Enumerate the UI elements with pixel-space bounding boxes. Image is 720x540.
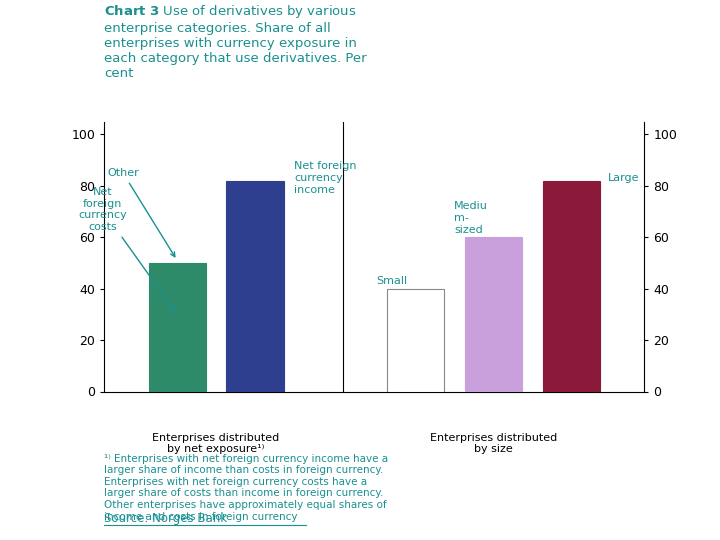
Text: Mediu
m-
sized: Mediu m- sized <box>454 201 488 235</box>
Bar <box>148 263 206 392</box>
Text: Small: Small <box>377 276 408 286</box>
Text: ¹⁾ Enterprises with net foreign currency income have a
larger share of income th: ¹⁾ Enterprises with net foreign currency… <box>104 454 389 522</box>
Bar <box>387 289 444 392</box>
Text: Net foreign
currency
income: Net foreign currency income <box>294 161 357 195</box>
Text: Enterprises distributed
by size: Enterprises distributed by size <box>430 433 557 454</box>
Text: $\bf{Chart\ 3}$ Use of derivatives by various
enterprise categories. Share of al: $\bf{Chart\ 3}$ Use of derivatives by va… <box>104 3 367 80</box>
Bar <box>465 237 523 392</box>
Bar <box>226 181 284 392</box>
Text: Source: Norges Bank: Source: Norges Bank <box>104 512 228 525</box>
Bar <box>543 181 600 392</box>
Text: Net
foreign
currency
costs: Net foreign currency costs <box>78 187 174 311</box>
Text: Other: Other <box>107 168 175 256</box>
Text: Large: Large <box>608 173 639 183</box>
Text: Enterprises distributed
by net exposure¹⁾: Enterprises distributed by net exposure¹… <box>153 433 279 454</box>
